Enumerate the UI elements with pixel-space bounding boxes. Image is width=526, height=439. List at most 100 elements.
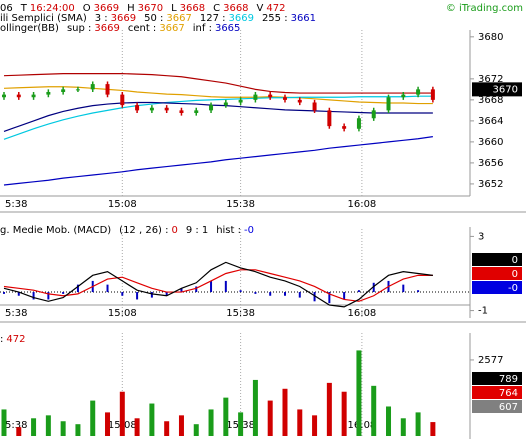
- header-value: 3668: [223, 3, 248, 14]
- copyright: © iTrading.com: [446, 3, 523, 14]
- header-value: 3668: [180, 3, 205, 14]
- volume-bar: [267, 400, 273, 436]
- x-tick-label: 15:38: [226, 199, 255, 210]
- header-label: V: [257, 3, 264, 14]
- header-value: 472: [266, 3, 285, 14]
- header-label: (12 , 26) :: [119, 225, 168, 236]
- candle-body: [238, 99, 243, 103]
- value-box-label: 764: [499, 388, 518, 399]
- last-price-box: [472, 82, 522, 97]
- y-tick-label: 3656: [478, 158, 503, 169]
- volume-bar: [252, 379, 258, 436]
- header-value: 3669: [228, 13, 253, 24]
- last-price-label: 3670: [493, 84, 518, 95]
- volume-bar: [90, 400, 96, 436]
- candle-body: [209, 105, 214, 111]
- volume-bar: [326, 382, 332, 436]
- value-box-label: -0: [508, 283, 518, 294]
- volume-bar: [31, 418, 37, 436]
- x-tick-label: 5:38: [5, 308, 27, 319]
- header-label: :: [0, 334, 3, 345]
- candle-body: [90, 84, 95, 90]
- x-tick-label: 5:38: [5, 199, 27, 210]
- header-label: sup :: [67, 23, 91, 34]
- volume-bar: [45, 415, 51, 436]
- value-box-label: 0: [512, 255, 518, 266]
- x-tick-label: 5:38: [5, 420, 27, 431]
- header-label: cent :: [128, 23, 156, 34]
- candle-body: [1, 94, 6, 98]
- candle-body: [223, 102, 228, 106]
- candle-body: [327, 110, 332, 127]
- value-box: [472, 253, 522, 266]
- header-label: C: [213, 3, 220, 14]
- header-value: 3661: [291, 13, 316, 24]
- volume-bar: [178, 415, 184, 436]
- header-value: 3667: [166, 13, 191, 24]
- candle-body: [371, 110, 376, 119]
- volume-bar: [16, 427, 22, 436]
- header-value: 0: [172, 225, 178, 236]
- y-tick-label: 3680: [478, 32, 503, 43]
- value-box-label: 607: [499, 402, 518, 413]
- header-value: 472: [6, 334, 25, 345]
- volume-bar: [105, 412, 111, 436]
- header-value: 3665: [215, 23, 240, 34]
- value-box-label: 789: [499, 374, 518, 385]
- header-value: 3669: [111, 13, 136, 24]
- signal-line: [3, 269, 433, 302]
- volume-bar: [1, 409, 7, 436]
- header-label: O: [83, 3, 91, 14]
- indicator-line: [3, 73, 433, 94]
- header-label: 3 :: [95, 13, 108, 24]
- candle-body: [46, 91, 51, 95]
- volume-bar: [223, 397, 229, 436]
- header-label: H: [127, 3, 135, 14]
- y-tick-label: 3668: [478, 95, 503, 106]
- y-tick-label: 3660: [478, 137, 503, 148]
- volume-bar: [415, 412, 421, 436]
- candle-body: [194, 110, 199, 113]
- y-tick-label: 3664: [478, 116, 503, 127]
- candle-body: [105, 84, 110, 95]
- value-box: [472, 400, 522, 413]
- volume-bar: [400, 418, 406, 436]
- x-tick-label: 15:08: [108, 199, 137, 210]
- volume-bar: [60, 421, 66, 436]
- header-label: 9 :: [186, 225, 199, 236]
- candle-body: [416, 89, 421, 95]
- y-tick-label: 3672: [478, 74, 503, 85]
- candle-body: [135, 105, 140, 111]
- x-tick-label: 16:08: [347, 199, 376, 210]
- candle-body: [164, 107, 169, 111]
- volume-bar: [164, 421, 170, 436]
- header-line: ollinger(BB) sup :3669 cent :3667 inf :3665: [0, 23, 240, 34]
- header-line: :472: [0, 334, 25, 345]
- candle-body: [430, 89, 435, 100]
- header-label: 127 :: [200, 13, 226, 24]
- value-box: [472, 281, 522, 294]
- candle-body: [312, 102, 317, 111]
- header-value: 16:24:00: [30, 3, 75, 14]
- volume-bar: [356, 350, 362, 436]
- value-box: [472, 267, 522, 280]
- y-tick-label: -1: [478, 306, 488, 317]
- candle-body: [282, 97, 287, 100]
- y-tick-label: 2577: [478, 355, 503, 366]
- candle-body: [253, 94, 258, 100]
- x-tick-label: 16:08: [347, 420, 376, 431]
- candle-body: [342, 126, 347, 129]
- header-value: 3670: [138, 3, 163, 14]
- volume-bar: [208, 409, 214, 436]
- header-label: 06: [0, 3, 13, 14]
- header-label: inf :: [193, 23, 212, 34]
- header-label: hist :: [216, 225, 241, 236]
- volume-bar: [119, 391, 125, 436]
- candle-body: [297, 99, 302, 103]
- volume-bar: [430, 422, 436, 436]
- volume-bar: [386, 406, 392, 436]
- volume-bar: [75, 424, 81, 436]
